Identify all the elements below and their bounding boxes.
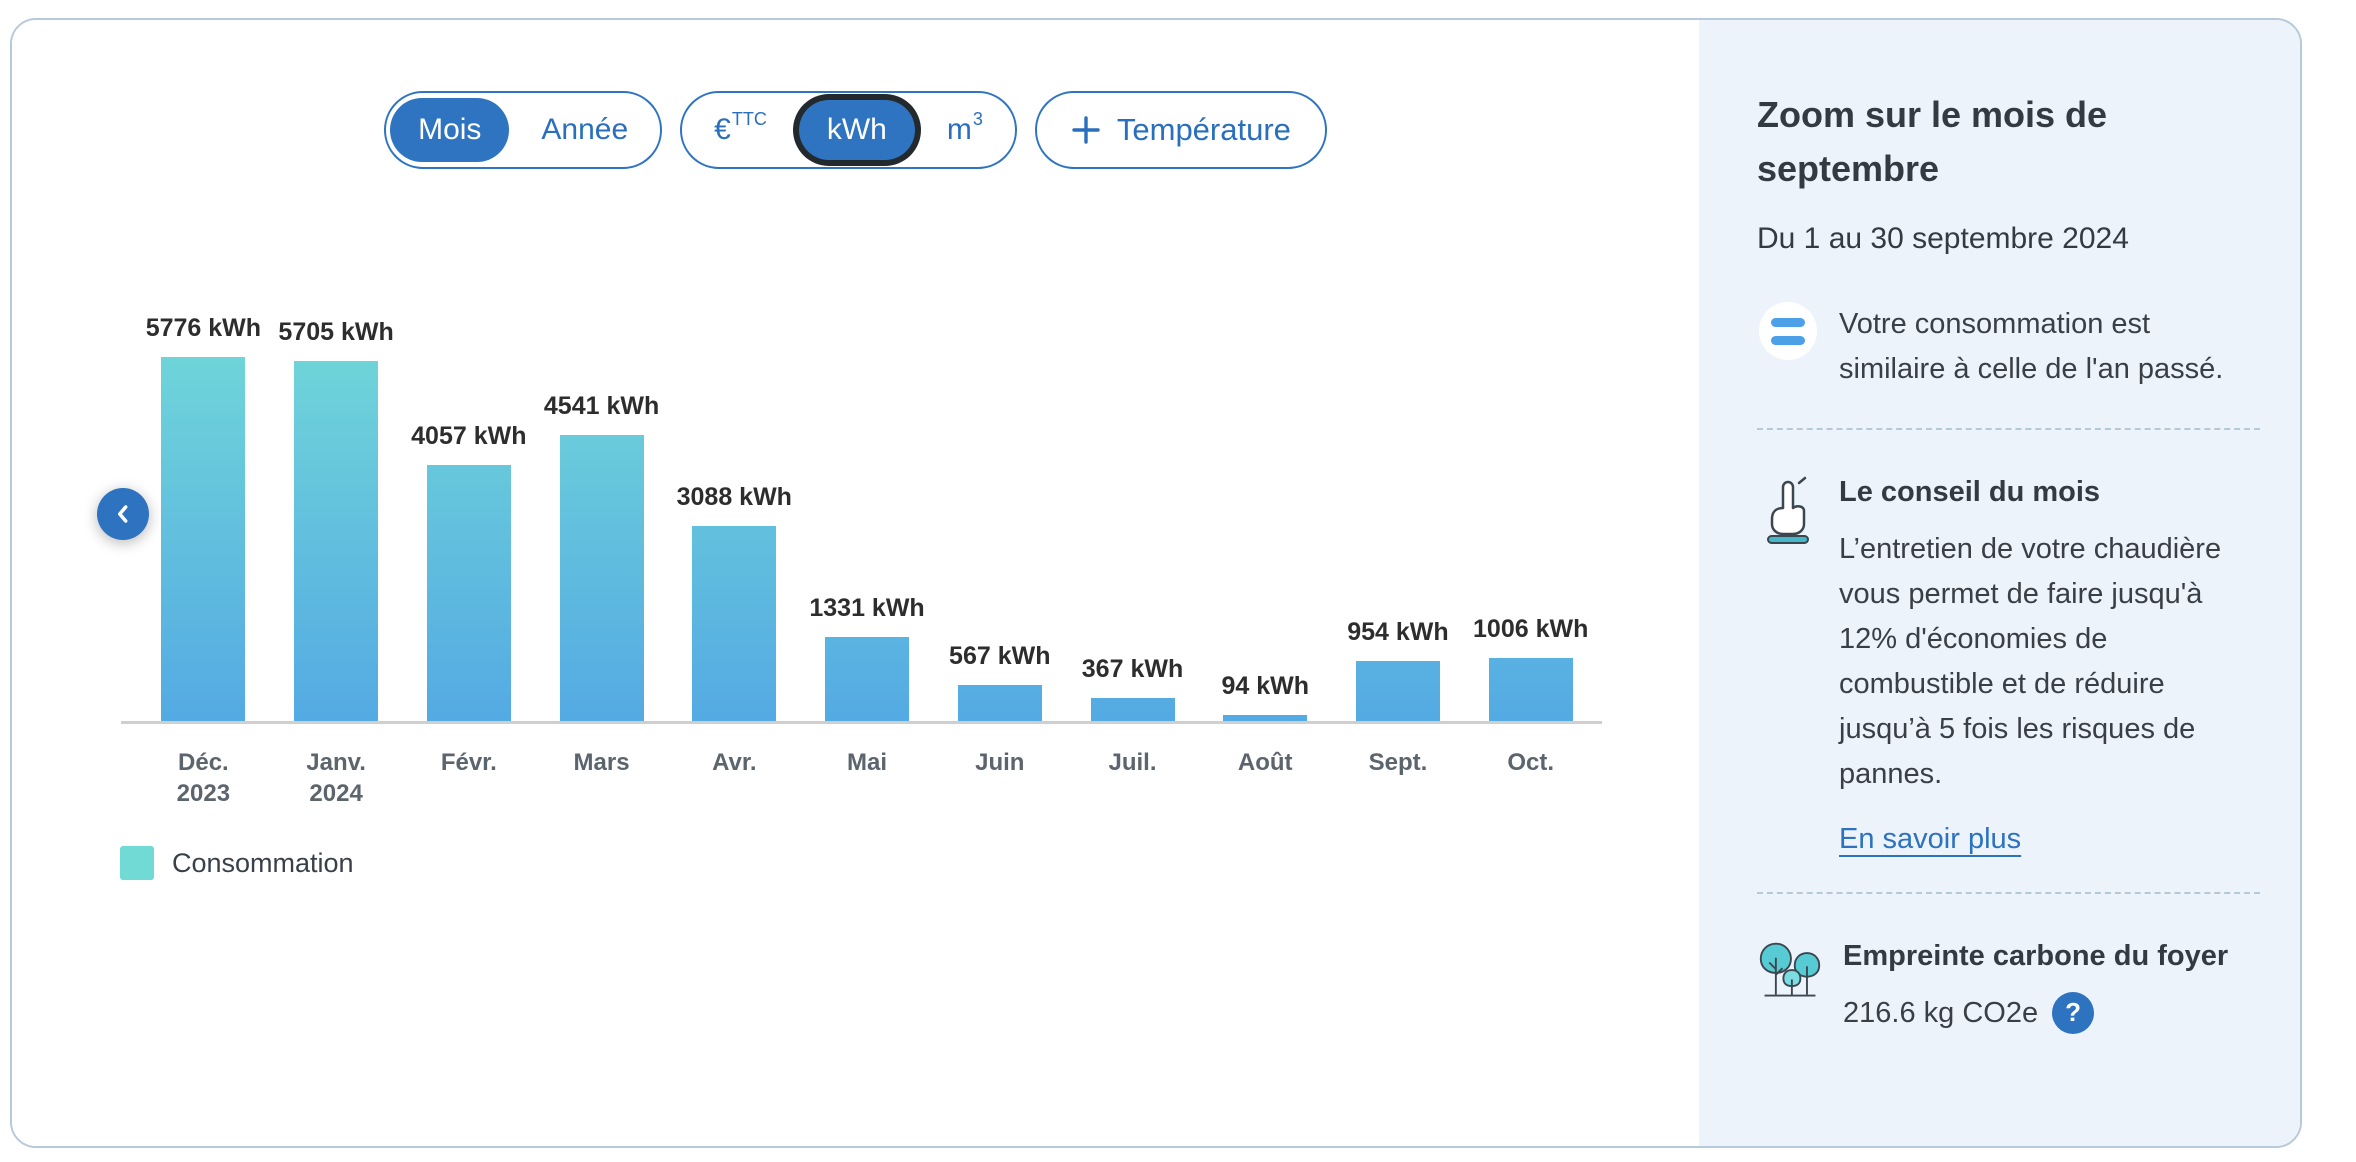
period-option-mois[interactable]: Mois (390, 98, 510, 162)
sidebar-title: Zoom sur le mois de septembre (1757, 94, 2108, 189)
bar-slot: 4057 kWh (402, 357, 535, 721)
sidebar-date-range: Du 1 au 30 septembre 2024 (1757, 222, 2129, 255)
chevron-left-icon (118, 505, 128, 523)
consumption-bar[interactable] (957, 685, 1042, 721)
bar-slot: 94 kWh (1199, 357, 1332, 721)
advice-row: Le conseil du mois L’entretien de votre … (1757, 476, 2260, 856)
x-axis-line (121, 721, 1602, 724)
bar-value-label: 5776 kWh (145, 314, 262, 342)
category-label: Oct. (1507, 749, 1555, 776)
legend-swatch (120, 846, 154, 880)
bar-value-label: 1006 kWh (1473, 615, 1589, 643)
equals-icon (1759, 302, 1817, 360)
m3-sup-label: 3 (972, 108, 983, 129)
category-label: Févr. (440, 749, 497, 776)
period-option-annee[interactable]: Année (513, 98, 656, 162)
consumption-bar[interactable] (1090, 698, 1175, 721)
bar-slot: 567 kWh (933, 357, 1066, 721)
bar-value-label: 567 kWh (949, 642, 1051, 670)
unit-option-kwh[interactable]: kWh (798, 100, 915, 160)
carbon-row: Empreinte carbone du foyer 216.6 kg CO2e… (1757, 940, 2260, 1036)
category-label: Sept. (1368, 749, 1428, 776)
consumption-bar[interactable] (1223, 715, 1308, 721)
consumption-bar[interactable] (426, 465, 511, 721)
carbon-value: 216.6 kg CO2e (1843, 996, 2039, 1029)
consumption-bar[interactable] (294, 361, 379, 721)
consumption-bar[interactable] (1355, 661, 1440, 721)
unit-option-euro[interactable]: € TTC (686, 98, 795, 162)
advice-body: L’entretien de votre chaudière vous perm… (1839, 532, 2222, 790)
m3-label: m (946, 113, 972, 146)
bar-slot: 954 kWh (1332, 357, 1465, 721)
bar-slot: 5705 kWh (270, 318, 403, 721)
category-label: Mai (847, 749, 888, 776)
consumption-bar[interactable] (161, 357, 246, 721)
trees-icon (1759, 942, 1821, 996)
bar-value-label: 367 kWh (1081, 655, 1184, 683)
dashed-divider (1757, 427, 2260, 430)
bar-value-label: 5705 kWh (278, 318, 394, 346)
chart-legend: Consommation (120, 846, 354, 880)
pointing-hand-icon (1767, 476, 1809, 544)
bar-value-label: 1331 kWh (809, 594, 925, 622)
euro-label: € (714, 113, 731, 146)
category-label: Avr. (712, 749, 757, 776)
bar-value-label: 4541 kWh (543, 392, 660, 420)
consumption-bar[interactable] (559, 435, 644, 721)
category-label: Déc. 2023 (176, 749, 231, 808)
previous-period-button[interactable] (97, 488, 149, 540)
add-temperature-button[interactable]: Température (1034, 91, 1327, 169)
learn-more-link[interactable]: En savoir plus (1839, 822, 2022, 855)
consumption-bar[interactable] (692, 526, 777, 721)
period-toggle-group: Mois Année (384, 91, 663, 169)
euro-sup-label: TTC (731, 108, 767, 129)
carbon-help-button[interactable]: ? (2052, 991, 2095, 1034)
legend-label: Consommation (172, 847, 354, 878)
carbon-heading: Empreinte carbone du foyer (1843, 939, 2229, 972)
comparison-row: Votre consommation est similaire à celle… (1757, 302, 2260, 392)
category-label: Août (1237, 749, 1293, 776)
categories-row: Déc. 2023 Janv. 2024 Févr. Mars Avr. Mai Juin Jui… (137, 747, 1597, 809)
temperature-label: Température (1116, 112, 1291, 147)
category-label: Janv. 2024 (306, 749, 366, 808)
category-label: Mars (573, 749, 630, 776)
bar-value-label: 94 kWh (1221, 672, 1309, 700)
bar-slot: 367 kWh (1066, 357, 1199, 721)
comparison-text: Votre consommation est similaire à celle… (1839, 308, 2224, 385)
advice-heading: Le conseil du mois (1839, 475, 2101, 508)
bar-value-label: 954 kWh (1347, 618, 1449, 646)
bar-slot: 3088 kWh (668, 357, 801, 721)
category-label: Juil. (1108, 749, 1157, 776)
bar-slot: 1006 kWh (1464, 357, 1597, 721)
plus-icon (1072, 116, 1100, 144)
bar-slot: 4541 kWh (535, 357, 668, 721)
bar-value-label: 3088 kWh (676, 483, 792, 511)
month-zoom-sidebar: Zoom sur le mois de septembre Du 1 au 30… (1699, 20, 2300, 1146)
bar-slot: 5776 kWh (137, 314, 270, 721)
bars-row: 5776 kWh 5705 kWh 4057 kWh 4541 kWh 3088 kWh… (137, 314, 1597, 721)
consumption-bar[interactable] (1488, 658, 1573, 721)
question-mark-icon: ? (2065, 997, 2082, 1028)
dashed-divider (1757, 891, 2260, 894)
category-label: Juin (975, 749, 1025, 776)
consumption-bar[interactable] (825, 637, 910, 721)
bar-value-label: 4057 kWh (411, 422, 527, 450)
bar-slot: 1331 kWh (801, 357, 934, 721)
